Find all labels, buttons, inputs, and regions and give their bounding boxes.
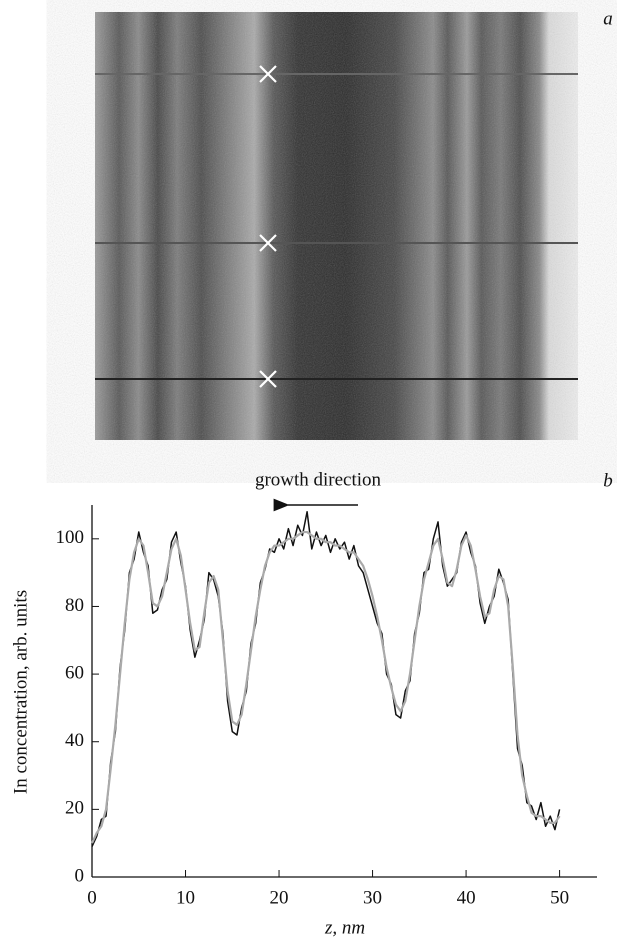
y-tick-label: 40 (65, 730, 84, 751)
x-tick-label: 50 (550, 887, 569, 908)
panel-label: b (603, 470, 613, 491)
panel-label: a (603, 8, 613, 29)
line-series (91, 530, 561, 844)
line-series (91, 511, 561, 847)
x-tick-label: 40 (457, 887, 476, 908)
x-tick-label: 0 (87, 887, 97, 908)
x-tick-label: 20 (270, 887, 289, 908)
y-tick-label: 20 (65, 798, 84, 819)
y-axis-label: In concentration, arb. units (10, 590, 31, 794)
y-tick-label: 100 (56, 527, 85, 548)
y-tick-label: 0 (75, 865, 85, 886)
x-tick-label: 10 (176, 887, 195, 908)
x-axis-label: z, nm (324, 917, 365, 938)
micrograph (95, 12, 578, 440)
y-tick-label: 80 (65, 595, 84, 616)
x-tick-label: 30 (363, 887, 382, 908)
annotation: growth direction (255, 469, 382, 490)
y-tick-label: 60 (65, 662, 84, 683)
